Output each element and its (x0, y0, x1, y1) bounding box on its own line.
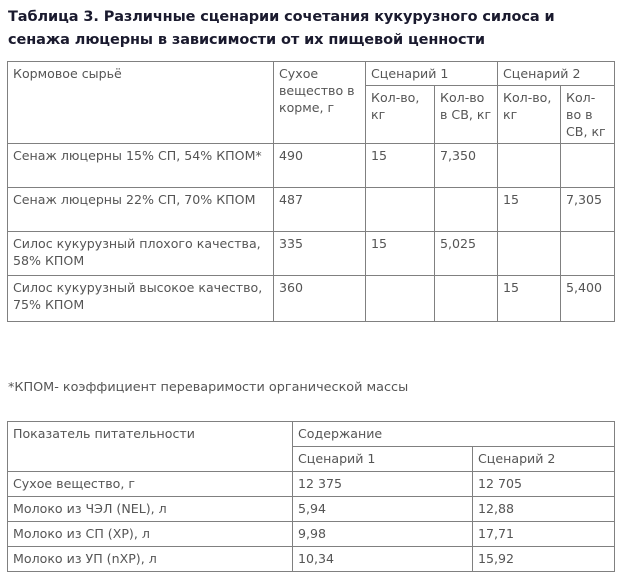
feed-row-s1-amount-dm: 5,025 (433, 231, 499, 276)
feed-row-s2-amount: 15 (497, 275, 562, 322)
table-row: Молоко из УП (nXP), л 10,34 15,92 (7, 546, 615, 572)
feed-row-s2-amount-dm: 7,305 (560, 187, 616, 232)
nutrition-row-s1: 5,94 (292, 496, 473, 522)
table-subheader-row: Кол-во, кг Кол-во в СВ, кг Кол-во, кг Ко… (8, 85, 616, 144)
table-row: Силос кукурузный плохого качества, 58% К… (7, 231, 616, 276)
feed-row-s1-amount: 15 (365, 231, 435, 276)
table-header-row: Кормовое сырьё Сухое вещество в корме, г… (7, 61, 616, 144)
feed-row-s1-amount-dm (433, 187, 499, 232)
nutrition-row-s1: 12 375 (292, 471, 473, 497)
table-row: Молоко из СП (ХР), л 9,98 17,71 (7, 521, 615, 547)
header-raw-material: Кормовое сырьё (7, 61, 274, 144)
footnote-kpom: *КПОМ- коэффициент переваримости органич… (8, 380, 409, 395)
header-indicator: Показатель питательности (7, 421, 293, 472)
feed-row-s1-amount-dm (433, 275, 499, 322)
table-row: Сенаж люцерны 15% СП, 54% КПОМ* 490 15 7… (7, 143, 616, 188)
table-row: Молоко из ЧЭЛ (NEL), л 5,94 12,88 (7, 496, 615, 522)
table-header-row: Показатель питательности Содержание (7, 421, 615, 472)
table-subheader-row: Сценарий 1 Сценарий 2 (8, 446, 615, 472)
nutrition-table: Показатель питательности Содержание Сцен… (7, 421, 615, 572)
nutrition-row-label: Сухое вещество, г (7, 471, 293, 497)
subheader-s2-amount-dm: Кол-во в СВ, кг (560, 85, 616, 144)
page-title: Таблица 3. Различные сценарии сочетания … (8, 6, 608, 52)
table-row: Сухое вещество, г 12 375 12 705 (7, 471, 615, 497)
page-title-line-2: сенажа люцерны в зависимости от их пищев… (8, 32, 485, 48)
feed-row-label: Силос кукурузный плохого качества, 58% К… (7, 231, 274, 276)
feed-row-dry-matter: 360 (273, 275, 366, 322)
feed-row-s1-amount (365, 275, 435, 322)
nutrition-row-s2: 17,71 (472, 521, 615, 547)
feed-row-s1-amount (365, 187, 435, 232)
nutrition-row-label: Молоко из СП (ХР), л (7, 521, 293, 547)
nutrition-row-label: Молоко из ЧЭЛ (NEL), л (7, 496, 293, 522)
feed-row-s1-amount-dm: 7,350 (433, 143, 499, 188)
nutrition-row-s2: 15,92 (472, 546, 615, 572)
nutrition-row-s2: 12,88 (472, 496, 615, 522)
page-title-line-1: Таблица 3. Различные сценарии сочетания … (8, 9, 555, 25)
header-content: Содержание (292, 421, 615, 447)
subheader-s2-amount: Кол-во, кг (497, 85, 562, 144)
header-dry-matter: Сухое вещество в корме, г (273, 61, 366, 144)
feed-row-s2-amount: 15 (497, 187, 562, 232)
nutrition-row-label: Молоко из УП (nXP), л (7, 546, 293, 572)
feed-row-dry-matter: 335 (273, 231, 366, 276)
feed-row-s2-amount-dm: 5,400 (560, 275, 616, 322)
feed-row-s2-amount-dm (560, 231, 616, 276)
feed-row-label: Силос кукурузный высокое качество, 75% К… (7, 275, 274, 322)
table-row: Силос кукурузный высокое качество, 75% К… (7, 275, 616, 322)
nutrition-row-s1: 9,98 (292, 521, 473, 547)
feed-row-dry-matter: 487 (273, 187, 366, 232)
feed-row-s2-amount (497, 231, 562, 276)
nutrition-row-s2: 12 705 (472, 471, 615, 497)
feed-row-s1-amount: 15 (365, 143, 435, 188)
subheader-scenario-2: Сценарий 2 (472, 446, 615, 472)
header-scenario-1: Сценарий 1 (364, 61, 499, 86)
subheader-s1-amount-dm: Кол-во в СВ, кг (433, 85, 499, 144)
feed-row-s2-amount-dm (560, 143, 616, 188)
feed-row-label: Сенаж люцерны 15% СП, 54% КПОМ* (7, 143, 274, 188)
feed-row-s2-amount (497, 143, 562, 188)
feed-row-dry-matter: 490 (273, 143, 366, 188)
nutrition-row-s1: 10,34 (292, 546, 473, 572)
feed-scenarios-table: Кормовое сырьё Сухое вещество в корме, г… (7, 61, 616, 322)
table-row: Сенаж люцерны 22% СП, 70% КПОМ 487 15 7,… (7, 187, 616, 232)
subheader-s1-amount: Кол-во, кг (365, 85, 435, 144)
feed-row-label: Сенаж люцерны 22% СП, 70% КПОМ (7, 187, 274, 232)
subheader-scenario-1: Сценарий 1 (292, 446, 473, 472)
header-scenario-2: Сценарий 2 (497, 61, 616, 86)
